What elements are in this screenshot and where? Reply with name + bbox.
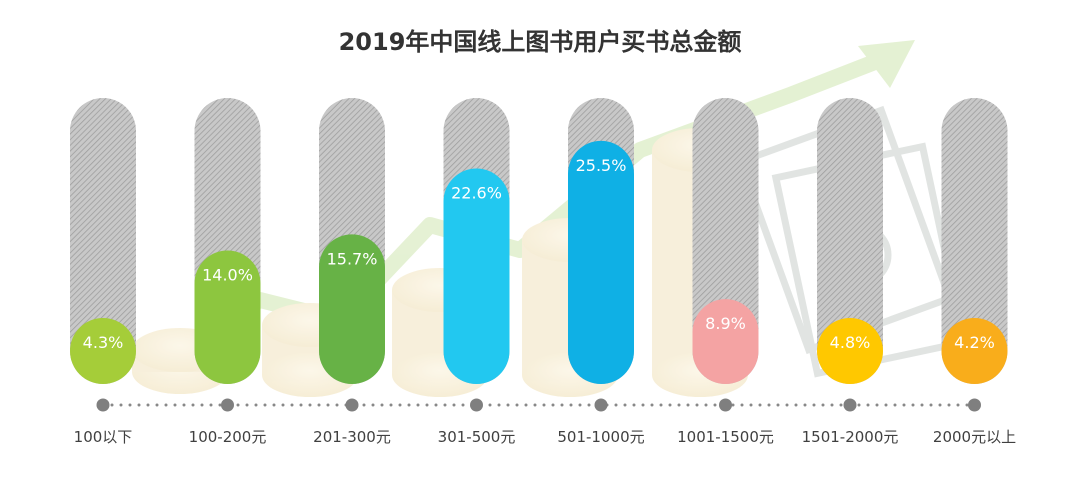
- category-label: 100-200元: [189, 428, 267, 446]
- bar: [817, 318, 883, 384]
- data-label: 22.6%: [451, 184, 502, 203]
- bar-track: [941, 98, 1008, 384]
- axis-point: [594, 398, 608, 412]
- bar-track: [70, 98, 136, 384]
- axis-point: [843, 398, 857, 412]
- bar: [319, 234, 385, 384]
- category-label: 501-1000元: [557, 428, 644, 446]
- data-label: 25.5%: [576, 156, 627, 175]
- category-label: 100以下: [74, 428, 133, 446]
- bars-layer: [70, 98, 1008, 384]
- chart-title: 2019年中国线上图书用户买书总金额: [338, 28, 742, 56]
- bar: [941, 318, 1008, 384]
- data-label: 14.0%: [202, 266, 253, 285]
- bar: [194, 250, 261, 384]
- axis-point: [345, 398, 359, 412]
- bar: [70, 318, 136, 384]
- bar: [568, 140, 634, 384]
- category-label: 301-500元: [438, 428, 516, 446]
- category-label: 1501-2000元: [802, 428, 899, 446]
- axis-point: [96, 398, 110, 412]
- data-label: 4.8%: [830, 333, 871, 352]
- axis-point: [470, 398, 483, 412]
- category-label: 2000元以上: [933, 428, 1016, 446]
- bar-track: [817, 98, 883, 384]
- axis-point: [968, 398, 981, 412]
- data-label: 4.2%: [954, 333, 995, 352]
- arrow-head-icon: [858, 40, 915, 88]
- axis-point: [221, 398, 234, 412]
- bar: [692, 299, 759, 384]
- data-label: 15.7%: [327, 249, 378, 268]
- data-label: 4.3%: [83, 333, 124, 352]
- bar: [443, 168, 510, 384]
- labels-layer: 4.3% 100以下 14.0% 100-200元 15.7% 201-300元 22.6%…: [74, 156, 1016, 446]
- axis-point: [719, 398, 732, 412]
- category-label: 1001-1500元: [677, 428, 774, 446]
- data-label: 8.9%: [705, 314, 746, 333]
- axis-layer: [96, 398, 981, 412]
- category-label: 201-300元: [313, 428, 391, 446]
